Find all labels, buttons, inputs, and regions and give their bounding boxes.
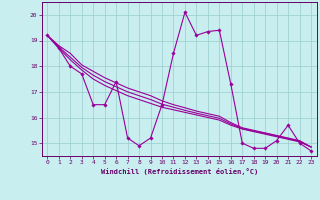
X-axis label: Windchill (Refroidissement éolien,°C): Windchill (Refroidissement éolien,°C) xyxy=(100,168,258,175)
